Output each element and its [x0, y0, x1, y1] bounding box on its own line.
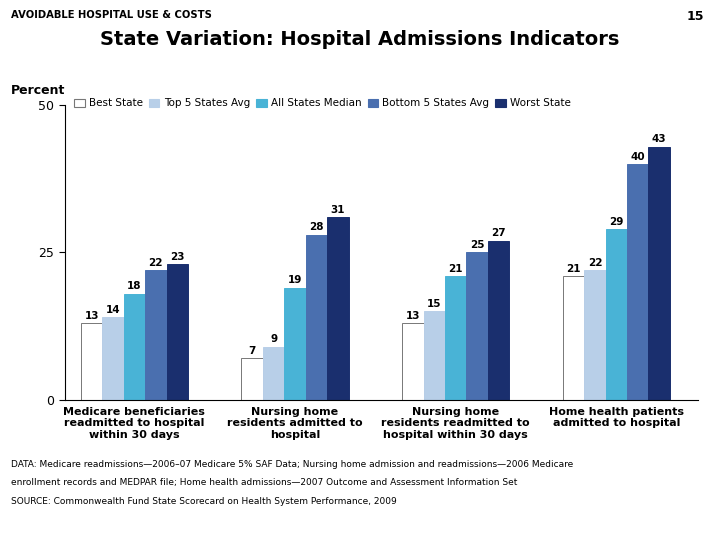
- Bar: [584, 270, 606, 400]
- Bar: [423, 311, 445, 400]
- Bar: [284, 288, 306, 400]
- Text: 19: 19: [288, 275, 302, 286]
- Text: State Variation: Hospital Admissions Indicators: State Variation: Hospital Admissions Ind…: [100, 30, 620, 49]
- Text: 21: 21: [566, 264, 581, 274]
- Text: 21: 21: [449, 264, 463, 274]
- Text: 13: 13: [405, 310, 420, 321]
- Text: 31: 31: [330, 205, 345, 215]
- Text: 18: 18: [127, 281, 142, 291]
- Text: AVOIDABLE HOSPITAL USE & COSTS: AVOIDABLE HOSPITAL USE & COSTS: [11, 10, 212, 20]
- Bar: [166, 264, 188, 400]
- Text: 15: 15: [687, 10, 704, 23]
- Bar: [606, 229, 627, 400]
- Bar: [327, 217, 348, 400]
- Text: 40: 40: [631, 152, 645, 162]
- Bar: [241, 359, 263, 400]
- Text: 27: 27: [491, 228, 506, 238]
- Bar: [124, 294, 145, 400]
- Text: 43: 43: [652, 134, 667, 144]
- Legend: Best State, Top 5 States Avg, All States Median, Bottom 5 States Avg, Worst Stat: Best State, Top 5 States Avg, All States…: [70, 94, 575, 113]
- Bar: [102, 317, 124, 400]
- Bar: [145, 270, 166, 400]
- Text: 7: 7: [248, 346, 256, 356]
- Bar: [487, 241, 509, 400]
- Text: 9: 9: [270, 334, 277, 345]
- Bar: [445, 276, 467, 400]
- Bar: [563, 276, 584, 400]
- Bar: [263, 347, 284, 400]
- Text: 15: 15: [427, 299, 441, 309]
- Bar: [402, 323, 423, 400]
- Text: 14: 14: [106, 305, 120, 315]
- Text: 22: 22: [148, 258, 163, 268]
- Text: 28: 28: [309, 222, 324, 232]
- Text: 23: 23: [170, 252, 184, 262]
- Bar: [467, 252, 487, 400]
- Text: DATA: Medicare readmissions—2006–07 Medicare 5% SAF Data; Nursing home admission: DATA: Medicare readmissions—2006–07 Medi…: [11, 460, 573, 469]
- Text: 22: 22: [588, 258, 602, 268]
- Text: 13: 13: [84, 310, 99, 321]
- Text: enrollment records and MEDPAR file; Home health admissions—2007 Outcome and Asse: enrollment records and MEDPAR file; Home…: [11, 478, 517, 488]
- Bar: [627, 164, 649, 400]
- Bar: [81, 323, 102, 400]
- Text: SOURCE: Commonwealth Fund State Scorecard on Health System Performance, 2009: SOURCE: Commonwealth Fund State Scorecar…: [11, 497, 397, 506]
- Text: 29: 29: [609, 217, 624, 227]
- Bar: [649, 146, 670, 400]
- Bar: [306, 235, 327, 400]
- Text: Percent: Percent: [11, 84, 66, 97]
- Text: 25: 25: [470, 240, 485, 250]
